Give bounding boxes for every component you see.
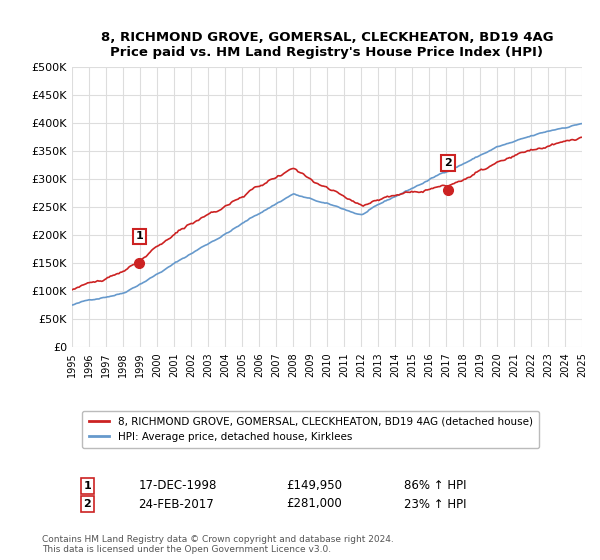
Text: 17-DEC-1998: 17-DEC-1998 [139, 479, 217, 492]
Text: 1: 1 [136, 231, 143, 241]
Title: 8, RICHMOND GROVE, GOMERSAL, CLECKHEATON, BD19 4AG
Price paid vs. HM Land Regist: 8, RICHMOND GROVE, GOMERSAL, CLECKHEATON… [101, 31, 553, 59]
Text: 2: 2 [83, 499, 91, 509]
Text: 1: 1 [83, 481, 91, 491]
Text: 24-FEB-2017: 24-FEB-2017 [139, 497, 214, 511]
Text: 2: 2 [444, 158, 452, 168]
Text: 23% ↑ HPI: 23% ↑ HPI [404, 497, 466, 511]
Text: £149,950: £149,950 [286, 479, 342, 492]
Text: Contains HM Land Registry data © Crown copyright and database right 2024.
This d: Contains HM Land Registry data © Crown c… [42, 535, 394, 554]
Legend: 8, RICHMOND GROVE, GOMERSAL, CLECKHEATON, BD19 4AG (detached house), HPI: Averag: 8, RICHMOND GROVE, GOMERSAL, CLECKHEATON… [82, 410, 539, 449]
Text: £281,000: £281,000 [286, 497, 342, 511]
Text: 86% ↑ HPI: 86% ↑ HPI [404, 479, 466, 492]
